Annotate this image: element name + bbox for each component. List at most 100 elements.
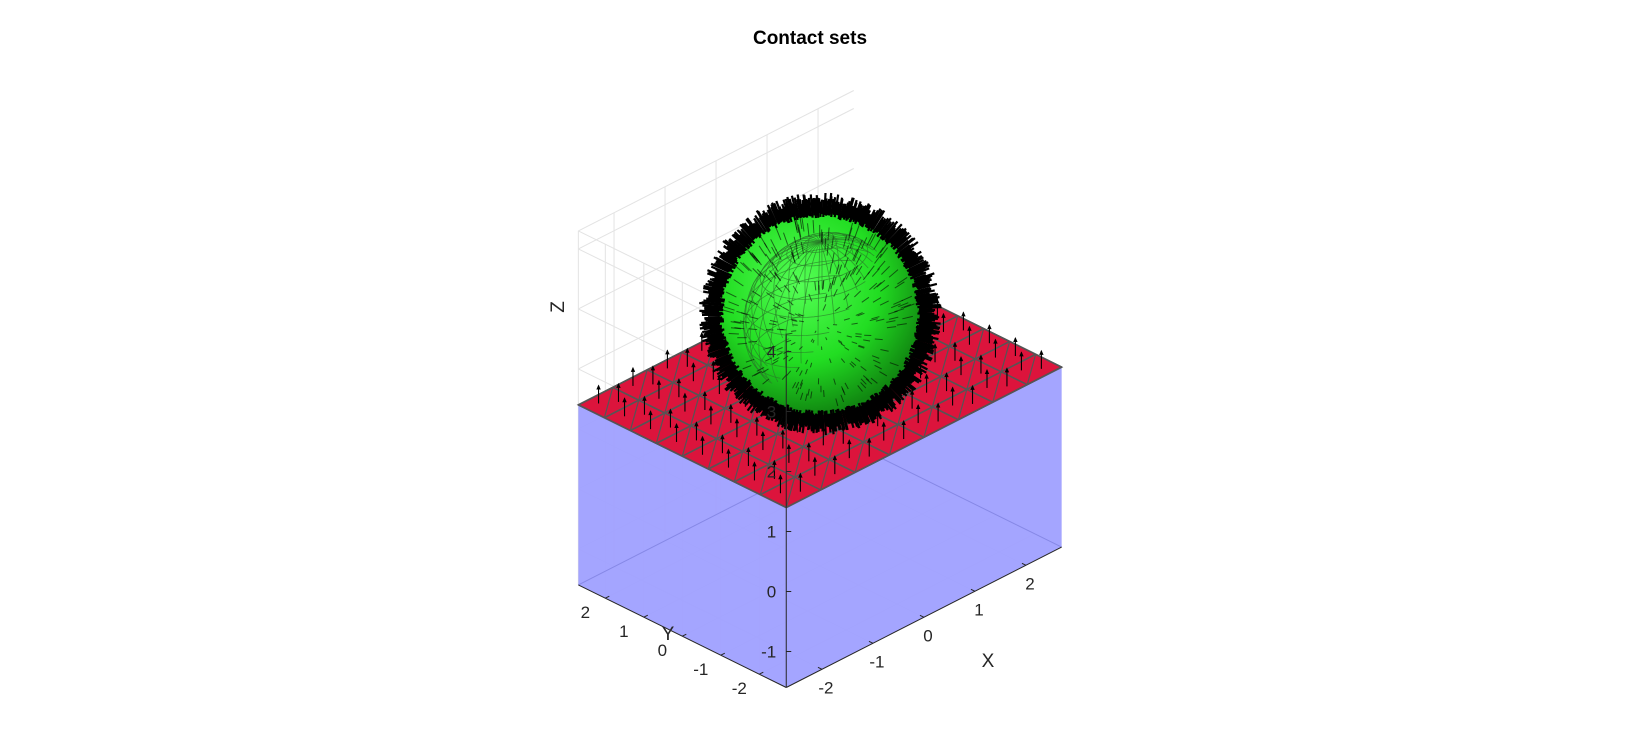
sphere-normal-arrow (903, 367, 915, 376)
x-tick-label: 2 (1025, 574, 1034, 593)
sphere-normal-inner (875, 247, 884, 258)
sphere-normal-arrow (882, 386, 894, 400)
sphere-normal-inner (799, 320, 805, 323)
sphere-normal-inner (888, 269, 899, 278)
sphere-normal-inner (901, 295, 913, 302)
sphere-normal-arrow (825, 200, 829, 216)
sphere-normal-arrow (843, 409, 849, 423)
sphere-normal-arrow (708, 271, 728, 281)
sphere-normal-arrow (918, 320, 941, 325)
sphere-normal-arrow (858, 203, 870, 226)
tick-mark (605, 595, 610, 599)
sphere-normal-inner (791, 252, 796, 264)
sphere-normal-inner (748, 299, 758, 306)
sphere-normal-arrow (708, 293, 723, 298)
normal-arrow-head (909, 389, 915, 395)
sphere-normal-arrow (895, 234, 912, 249)
sphere-normal-arrow (909, 348, 933, 360)
sphere-normal-arrow (716, 363, 736, 376)
sphere-normal-inner (833, 276, 837, 286)
sphere-normal-inner (824, 238, 827, 251)
normal-arrow-head (616, 382, 621, 388)
tick-mark (720, 652, 726, 656)
sphere-normal-inner (858, 345, 865, 349)
sphere-normal-inner (762, 378, 770, 385)
sphere-normal-inner (810, 338, 814, 342)
sphere-normal-inner (829, 263, 832, 274)
normal-arrow-head (958, 356, 964, 362)
sphere-normal-inner (792, 285, 799, 294)
chart-title: Contact sets (753, 28, 867, 49)
sphere-normal-inner (879, 242, 889, 254)
sphere-normal-arrow (914, 276, 931, 284)
sphere-normal-inner (772, 360, 779, 365)
sphere-latitude (802, 234, 838, 253)
sphere-normal-inner (874, 253, 883, 264)
z-tick-label: 2 (767, 463, 776, 482)
sphere-normal-arrow (916, 331, 932, 337)
sphere-normal-arrow (792, 409, 799, 426)
sphere-normal-arrow (781, 208, 788, 222)
sphere-normal-arrow (882, 224, 897, 241)
sphere-normal-arrow (798, 413, 803, 426)
normal-arrow-head (642, 395, 647, 401)
sphere-normal-inner (826, 244, 829, 256)
sphere-normal-inner (774, 272, 781, 282)
sphere-normal-inner (783, 232, 789, 245)
sphere-normal-inner (797, 313, 804, 317)
sphere-normal-arrow (800, 412, 806, 428)
normal-arrow-head (760, 431, 766, 437)
sphere-normal-arrow (901, 369, 920, 384)
sphere-normal-arrow (709, 348, 731, 358)
sphere-normal-inner (846, 335, 853, 338)
sphere-normal-inner (807, 223, 810, 237)
sphere-normal-arrow (916, 333, 939, 341)
tick-mark (970, 588, 976, 592)
sphere-normal-inner (734, 327, 745, 330)
sphere-normal-arrow (880, 388, 896, 407)
sphere-normal-inner (799, 379, 804, 386)
y-tick-label: -2 (732, 679, 747, 698)
sphere-normal-inner (879, 371, 888, 377)
sphere-normal-arrow (873, 395, 886, 412)
sphere-normal-arrow (757, 210, 771, 232)
sphere-normal-arrow (914, 293, 939, 300)
sphere-mesh (743, 232, 881, 386)
sphere-normal-arrow (702, 304, 724, 309)
sphere-normal-arrow (898, 373, 913, 385)
sphere-normal-arrow (701, 301, 725, 306)
normal-arrow-head (881, 421, 886, 427)
sphere-normal-arrow (753, 217, 766, 235)
sphere-normal-inner (809, 362, 813, 368)
sphere-normal-inner (855, 254, 862, 265)
sphere-normal-arrow (849, 202, 858, 223)
sphere-normal-arrow (852, 201, 862, 223)
sphere-normal-arrow (782, 206, 791, 224)
sphere-normal-arrow (806, 409, 811, 426)
sphere-normal-inner (725, 291, 737, 298)
sphere-normal-inner (814, 281, 817, 291)
sphere-normal-arrow (917, 304, 942, 309)
sphere-normal-arrow (898, 244, 911, 254)
sphere-normal-arrow (702, 335, 724, 343)
sphere-normal-arrow (719, 368, 737, 381)
sphere-normal-inner (841, 388, 846, 396)
z-tick-label: 0 (767, 583, 776, 602)
sphere-normal-inner (869, 318, 878, 322)
sphere-normal-arrow (830, 198, 835, 218)
sphere-normal-arrow (710, 265, 733, 277)
normal-arrow-head (967, 325, 972, 331)
sphere-normal-arrow (812, 197, 816, 216)
sphere-latitude (771, 233, 869, 283)
sphere-normal-inner (852, 249, 858, 261)
normal-arrow-head (1039, 349, 1044, 355)
sphere-normal-arrow (917, 338, 933, 345)
sphere-normal-arrow (916, 325, 940, 330)
sphere-normal-arrow (739, 223, 755, 241)
sphere-normal-inner (854, 276, 862, 285)
sphere-normal-arrow (912, 280, 931, 288)
mesh-diagonal (957, 328, 985, 420)
tick-mark (1021, 562, 1027, 566)
mesh-diagonal (603, 387, 614, 418)
